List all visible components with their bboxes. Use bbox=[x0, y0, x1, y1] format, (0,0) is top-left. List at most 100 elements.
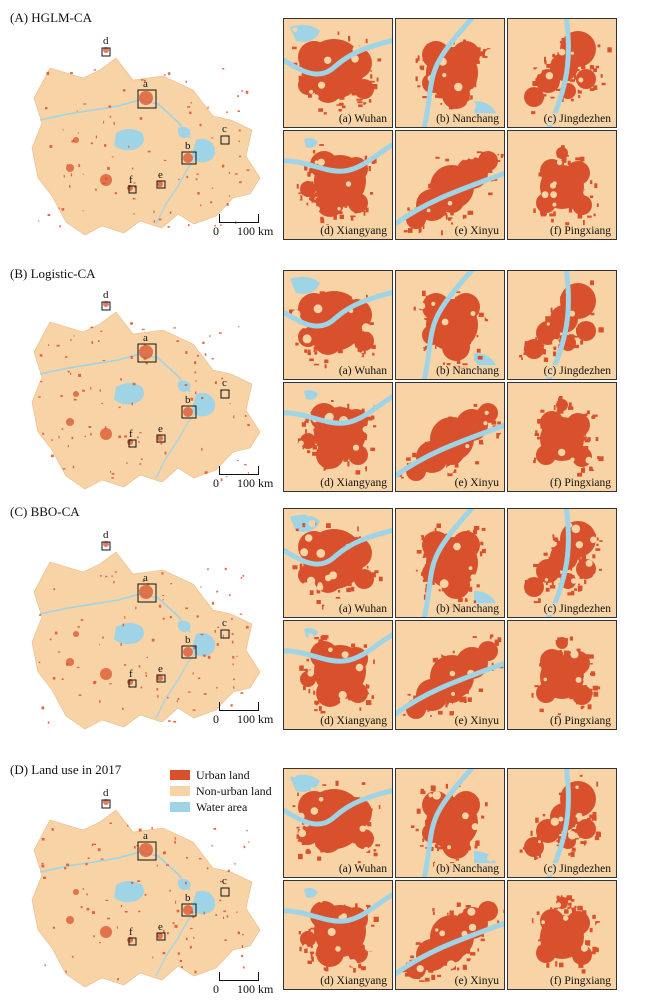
urban-patch bbox=[228, 172, 231, 174]
urban-patch bbox=[577, 90, 582, 94]
urban-patch bbox=[321, 567, 325, 573]
urban-patch bbox=[138, 441, 140, 443]
urban-patch bbox=[545, 680, 549, 685]
urban-patch bbox=[162, 599, 164, 601]
urban-patch bbox=[416, 808, 421, 814]
urban-patch bbox=[584, 654, 590, 658]
tile-wuhan: (a) Wuhan bbox=[283, 508, 393, 618]
urban-patch bbox=[370, 80, 375, 83]
nonurban-gap bbox=[302, 334, 312, 344]
nonurban-gap bbox=[316, 584, 324, 591]
urban-patch bbox=[424, 441, 429, 446]
urban-patch bbox=[41, 706, 45, 710]
urban-patch bbox=[447, 339, 452, 343]
urban-patch bbox=[347, 461, 350, 467]
tile-pingxiang: (f) Pingxiang bbox=[507, 130, 617, 240]
urban-patch bbox=[101, 402, 104, 405]
urban-patch bbox=[569, 655, 572, 662]
urban-patch bbox=[363, 210, 366, 216]
study-area-box bbox=[220, 887, 230, 897]
urban-patch bbox=[195, 380, 197, 382]
urban-patch bbox=[203, 693, 207, 695]
urban-patch bbox=[351, 643, 356, 648]
urban-patch bbox=[90, 326, 94, 329]
urban-patch bbox=[471, 828, 474, 831]
nonurban-gap bbox=[421, 134, 429, 141]
urban-patch bbox=[197, 192, 200, 195]
urban-patch bbox=[239, 181, 242, 184]
urban-area bbox=[316, 679, 344, 707]
urban-cluster bbox=[73, 391, 79, 397]
urban-patch bbox=[176, 340, 180, 342]
urban-patch bbox=[460, 673, 465, 678]
urban-patch bbox=[92, 911, 95, 914]
urban-patch bbox=[373, 425, 377, 428]
urban-patch bbox=[464, 804, 471, 811]
city-map-svg bbox=[396, 882, 504, 989]
urban-patch bbox=[332, 825, 339, 831]
nonurban-gap bbox=[317, 158, 325, 166]
urban-patch bbox=[91, 341, 94, 344]
nonurban-gap bbox=[398, 660, 404, 667]
nonurban-gap bbox=[396, 637, 401, 647]
urban-patch bbox=[185, 881, 187, 885]
urban-patch bbox=[441, 212, 448, 216]
urban-patch bbox=[247, 472, 249, 474]
nonurban-gap bbox=[341, 651, 349, 659]
urban-patch bbox=[342, 451, 347, 454]
nonurban-gap bbox=[298, 440, 304, 446]
urban-patch bbox=[558, 545, 561, 551]
urban-patch bbox=[211, 601, 215, 605]
urban-patch bbox=[111, 473, 115, 475]
tile-label: (c) Jingdezhen bbox=[541, 863, 613, 875]
urban-patch bbox=[242, 934, 244, 936]
nonurban-gap bbox=[403, 684, 409, 690]
urban-patch bbox=[343, 456, 348, 462]
tile-wuhan: (a) Wuhan bbox=[283, 270, 393, 380]
urban-patch bbox=[439, 85, 444, 91]
urban-patch bbox=[118, 435, 122, 439]
urban-patch bbox=[99, 942, 101, 944]
urban-patch bbox=[368, 166, 371, 172]
urban-patch bbox=[596, 537, 599, 541]
urban-patch bbox=[559, 650, 562, 654]
urban-patch bbox=[137, 436, 139, 439]
urban-patch bbox=[230, 704, 233, 707]
urban-patch bbox=[200, 586, 202, 588]
urban-patch bbox=[313, 690, 316, 695]
nonurban-gap bbox=[308, 712, 314, 718]
urban-patch bbox=[542, 344, 545, 347]
urban-patch bbox=[465, 419, 470, 425]
urban-patch bbox=[309, 832, 314, 836]
urban-patch bbox=[569, 79, 576, 82]
nonurban-gap bbox=[383, 538, 390, 546]
urban-patch bbox=[464, 828, 468, 832]
urban-patch bbox=[475, 840, 479, 846]
urban-patch bbox=[336, 677, 342, 683]
study-area-marker: f bbox=[129, 926, 133, 938]
urban-patch bbox=[481, 653, 484, 658]
urban-patch bbox=[177, 952, 180, 955]
scale-bar-line bbox=[219, 466, 259, 475]
urban-area bbox=[540, 159, 564, 183]
urban-patch bbox=[447, 573, 451, 576]
nonurban-gap bbox=[404, 913, 408, 918]
nonurban-gap bbox=[416, 614, 420, 617]
tile-label: (f) Pingxiang bbox=[547, 975, 613, 987]
nonurban-gap bbox=[558, 48, 566, 56]
urban-patch bbox=[350, 694, 356, 696]
nonurban-gap bbox=[575, 541, 584, 549]
nonurban-gap bbox=[481, 810, 487, 816]
urban-patch bbox=[575, 837, 579, 840]
urban-patch bbox=[598, 456, 604, 462]
urban-patch bbox=[581, 436, 587, 441]
tile-label: (e) Xinyu bbox=[452, 715, 501, 727]
urban-patch bbox=[305, 74, 308, 78]
urban-patch bbox=[596, 543, 599, 546]
nonurban-gap bbox=[454, 82, 463, 92]
nonurban-gap bbox=[556, 159, 563, 166]
urban-patch bbox=[476, 151, 482, 154]
urban-patch bbox=[462, 164, 466, 169]
urban-patch bbox=[562, 299, 568, 302]
